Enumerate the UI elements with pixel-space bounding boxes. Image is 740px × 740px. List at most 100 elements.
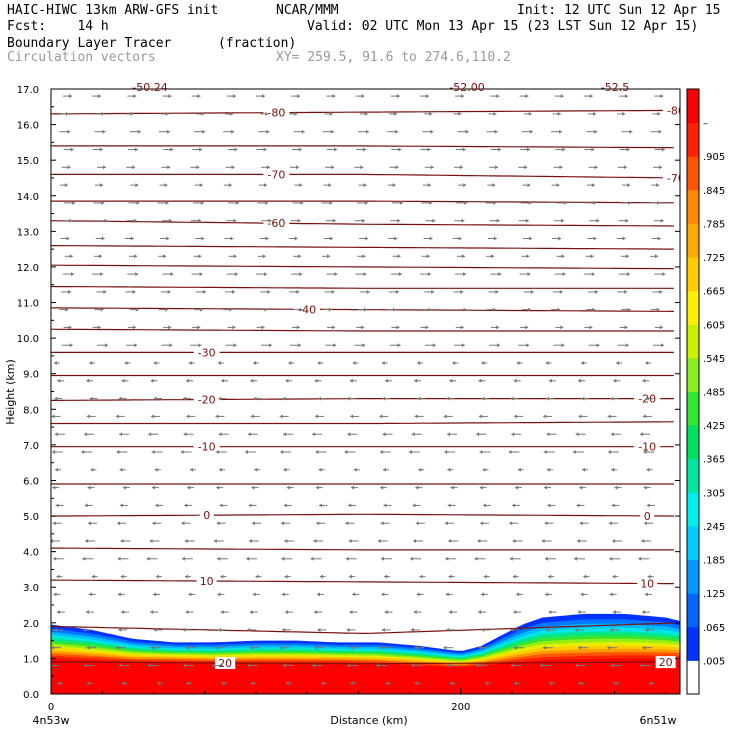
wind-vector <box>614 485 622 490</box>
wind-vector <box>220 610 229 615</box>
wind-vector <box>384 574 391 579</box>
contour-label-bg <box>193 346 220 359</box>
wind-vector <box>378 645 389 650</box>
wind-vector <box>188 361 195 365</box>
wind-vector <box>446 396 455 401</box>
wind-vector <box>127 147 138 152</box>
wind-vector <box>284 539 295 543</box>
wind-vector <box>391 325 400 330</box>
wind-vector <box>191 272 203 277</box>
wind-vector <box>447 432 457 437</box>
wind-vector <box>184 539 195 543</box>
wind-vector <box>382 396 391 401</box>
wind-vector <box>223 307 233 312</box>
wind-vector <box>410 556 422 561</box>
wind-vector <box>160 236 170 241</box>
wind-vector <box>422 129 434 134</box>
wind-vector <box>190 165 200 170</box>
y-tick-label: 17.0 <box>17 85 39 96</box>
colorbar-swatch <box>687 492 699 527</box>
wind-vector <box>392 200 403 205</box>
wind-vector <box>586 183 595 188</box>
y-tick-label: 9.0 <box>23 370 39 381</box>
wind-vector <box>555 147 566 152</box>
wind-vector <box>291 272 303 277</box>
wind-vector <box>158 307 168 312</box>
wind-vector <box>608 521 618 526</box>
wind-vector <box>548 378 556 383</box>
clipped-contour-label: -52.00 <box>449 81 484 94</box>
wind-vector <box>227 325 236 330</box>
wind-vector <box>645 396 654 401</box>
wind-vector <box>490 272 502 277</box>
wind-vector <box>64 254 73 259</box>
wind-vector <box>322 129 334 134</box>
wind-vector <box>281 556 293 561</box>
wind-vector <box>97 218 108 223</box>
wind-vector <box>326 94 336 99</box>
wind-vector <box>63 147 74 152</box>
wind-vector <box>162 94 172 99</box>
wind-vector <box>292 200 304 205</box>
wind-vector <box>384 610 393 615</box>
wind-vector <box>421 200 433 205</box>
wind-vector <box>487 236 497 241</box>
wind-vector <box>652 111 661 116</box>
temperature-contour <box>51 661 674 665</box>
clipped-contour-label: -52.5 <box>601 81 629 94</box>
wind-vector <box>227 147 238 152</box>
wind-vector <box>93 200 105 205</box>
wind-vector <box>518 218 529 223</box>
contour-label-bg <box>193 393 220 406</box>
wind-vector <box>618 218 629 223</box>
wind-vector <box>412 503 421 508</box>
wind-vector <box>455 147 466 152</box>
wind-vector <box>345 556 357 561</box>
wind-vector <box>480 521 490 526</box>
wind-vector <box>348 503 357 508</box>
wind-vector <box>554 218 565 223</box>
wind-vector <box>129 254 138 259</box>
wind-vector <box>519 272 531 277</box>
wind-vector <box>419 94 429 99</box>
wind-vector <box>226 218 237 223</box>
wind-vector <box>126 218 137 223</box>
wind-vector <box>356 200 368 205</box>
wind-vector <box>282 396 291 401</box>
wind-vector <box>293 254 302 259</box>
wind-vector <box>647 574 654 579</box>
wind-vector <box>382 467 389 472</box>
wind-vector <box>250 378 258 383</box>
contour-label-bg <box>634 440 661 453</box>
tracer-max-region <box>51 658 680 694</box>
wind-vector <box>513 378 521 383</box>
vectors-label: Circulation vectors <box>7 50 156 65</box>
wind-vector <box>650 254 658 259</box>
wind-vector <box>458 183 467 188</box>
wind-vector <box>520 325 529 330</box>
wind-vector <box>223 183 232 188</box>
wind-vector <box>225 289 235 294</box>
colorbar-label: .665 <box>703 287 725 298</box>
wind-vector <box>388 111 397 116</box>
wind-vector <box>150 645 161 650</box>
wind-vector <box>607 645 618 650</box>
wind-vector <box>455 325 464 330</box>
wind-vector <box>519 94 529 99</box>
wind-vector <box>183 432 194 437</box>
wind-vector <box>650 307 660 312</box>
wind-vector <box>251 485 259 490</box>
wind-vector <box>322 307 332 312</box>
wind-vector <box>544 485 551 490</box>
wind-vector <box>57 681 64 686</box>
wind-vector <box>425 218 436 223</box>
wind-vector <box>354 343 366 348</box>
temperature-contour <box>51 622 674 635</box>
temperature-contour <box>51 245 674 250</box>
y-tick-label: 15.0 <box>17 156 39 167</box>
colorbar-label: .005 <box>703 656 725 667</box>
wind-vector <box>609 592 617 597</box>
wind-vector <box>325 165 335 170</box>
wind-vector <box>344 450 356 454</box>
